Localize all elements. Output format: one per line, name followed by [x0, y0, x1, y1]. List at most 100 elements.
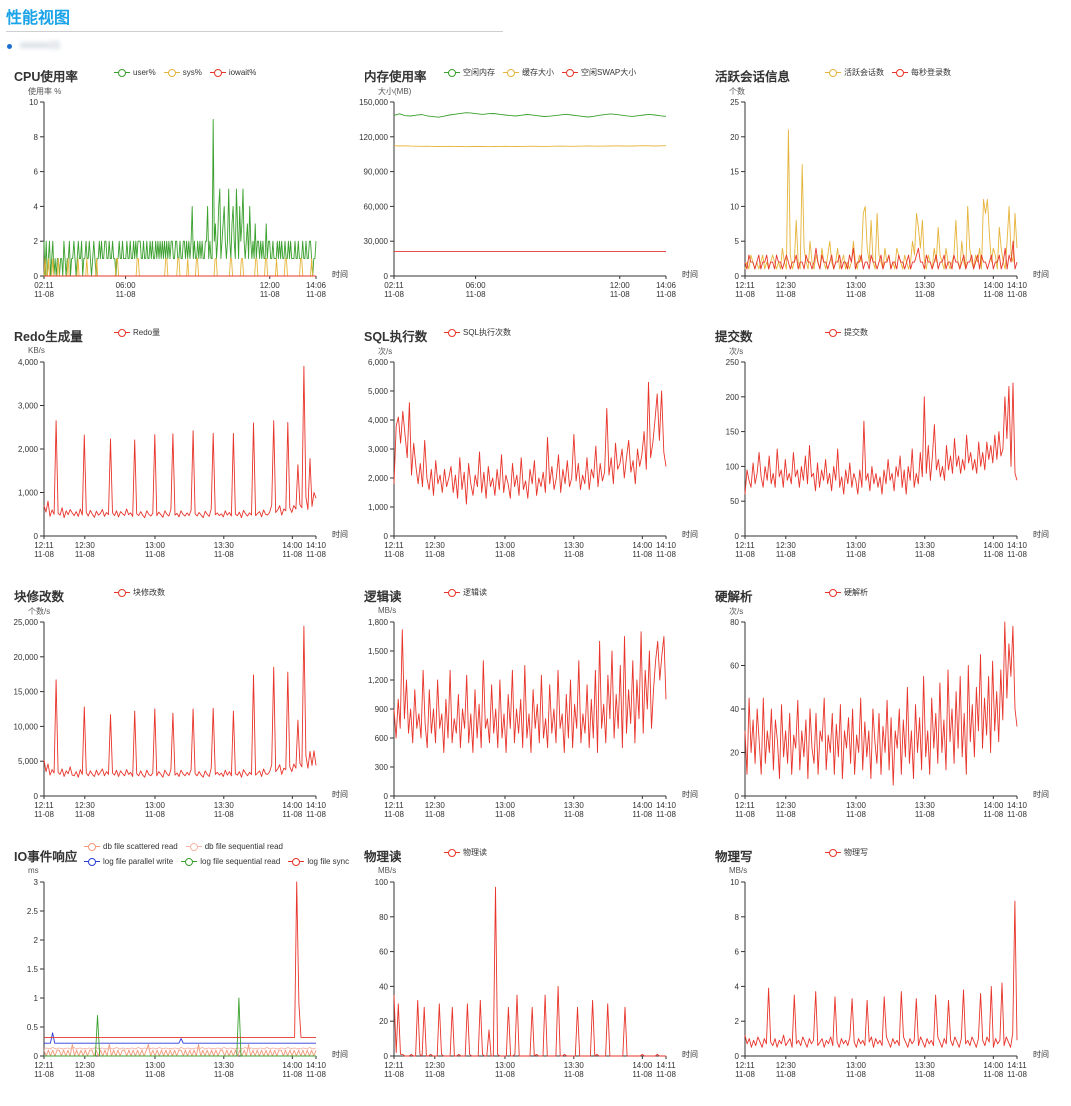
chart-panel-hardparse: 硬解析 次/s 硬解析 0 20 40 60 80 时间 12:11 11-08 12:30 11-08…: [715, 586, 1061, 844]
y-tick-label: 100: [726, 462, 740, 471]
x-tick-label: 11-08: [776, 1070, 796, 1079]
y-tick-label: 15: [730, 168, 739, 177]
x-axis-label: 时间: [332, 529, 348, 539]
x-tick-label: 14:06: [306, 281, 327, 290]
x-tick-label: 12:30: [425, 801, 446, 810]
chart-plot: 020406080100时间12:1111-0812:3011-0813:001…: [375, 878, 698, 1079]
legend-label: 硬解析: [844, 588, 868, 597]
legend-item[interactable]: db file scattered read: [84, 840, 178, 853]
y-tick-label: 0: [34, 792, 39, 801]
y-tick-label: 1: [34, 994, 39, 1003]
series-line: [44, 1032, 316, 1044]
y-tick-label: 900: [375, 705, 389, 714]
y-tick-label: 0: [384, 792, 389, 801]
x-tick-label: 13:00: [495, 1061, 516, 1070]
x-tick-label: 11-08: [75, 810, 95, 819]
x-tick-label: 14:00: [282, 541, 303, 550]
y-tick-label: 4: [735, 982, 740, 991]
x-tick-label: 02:11: [34, 281, 54, 290]
chart-panel-sql: SQL执行数 次/s SQL执行次数 0 1,000 2,000 3,000 4,000 5,0…: [364, 326, 710, 584]
legend-item[interactable]: SQL执行次数: [444, 326, 511, 339]
x-axis-label: 时间: [1033, 529, 1049, 539]
x-axis-label: 时间: [1033, 1049, 1049, 1059]
x-tick-label: 11-08: [384, 810, 404, 819]
x-tick-label: 11-08: [564, 1070, 584, 1079]
x-tick-label: 14:11: [1007, 1061, 1027, 1070]
legend-item[interactable]: 空闲SWAP大小: [562, 66, 636, 79]
y-tick-label: 60,000: [364, 202, 389, 211]
legend-label: 提交数: [844, 328, 868, 337]
x-tick-label: 13:00: [145, 1061, 166, 1070]
chart-plot: 03006009001,2001,5001,800时间12:1111-0812:…: [368, 618, 698, 819]
legend-item[interactable]: Redo量: [114, 326, 160, 339]
x-tick-label: 13:00: [495, 801, 516, 810]
y-tick-label: 40: [379, 982, 388, 991]
series-line: [43, 625, 317, 778]
legend-item[interactable]: iowait%: [209, 66, 256, 79]
x-axis-label: 时间: [682, 269, 698, 279]
x-tick-label: 11-08: [1007, 290, 1027, 299]
title-divider: [6, 31, 503, 32]
x-tick-label: 13:30: [564, 541, 585, 550]
y-tick-label: 5: [735, 237, 740, 246]
chart-title: 内存使用率: [364, 70, 427, 84]
legend-item[interactable]: db file sequential read: [185, 840, 283, 853]
legend-item[interactable]: 缓存大小: [503, 66, 554, 79]
x-tick-label: 12:00: [260, 281, 281, 290]
legend-item[interactable]: 每秒登录数: [892, 66, 951, 79]
y-tick-label: 0: [384, 532, 389, 541]
series-line: [43, 365, 317, 519]
x-tick-label: 11-08: [214, 810, 234, 819]
chart-panel-ioevent: IO事件响应 ms db file scattered read db file se…: [14, 842, 360, 1104]
y-tick-label: 25,000: [14, 618, 39, 627]
x-axis-label: 时间: [332, 789, 348, 799]
x-tick-label: 11-08: [610, 290, 630, 299]
y-axis-unit: 使用率 %: [28, 87, 62, 96]
y-tick-label: 3,000: [368, 445, 389, 454]
x-tick-label: 11-08: [145, 1070, 165, 1079]
x-tick-label: 11-08: [75, 1070, 95, 1079]
x-tick-label: 11-08: [306, 810, 326, 819]
legend-label: 每秒登录数: [911, 68, 951, 77]
legend-label: 物理读: [463, 848, 487, 857]
legend-item[interactable]: 物理读: [444, 846, 487, 859]
y-tick-label: 100: [375, 878, 389, 887]
x-tick-label: 14:00: [983, 801, 1004, 810]
x-axis-label: 时间: [1033, 269, 1049, 279]
y-axis-unit: 次/s: [729, 607, 744, 616]
x-tick-label: 11-08: [116, 290, 136, 299]
legend-label: Redo量: [133, 328, 161, 337]
chart-panel-redo: Redo生成量 KB/s Redo量 0 1,000 2,000 3,000 4,000 时间 1…: [14, 326, 360, 584]
legend-item[interactable]: log file parallel write: [84, 855, 173, 868]
legend-item[interactable]: 提交数: [825, 326, 868, 339]
legend-item[interactable]: 块修改数: [114, 586, 165, 599]
legend-item[interactable]: user%: [114, 66, 156, 79]
legend-item[interactable]: 硬解析: [825, 586, 868, 599]
legend-item[interactable]: log file sequential read: [181, 855, 280, 868]
legend-item[interactable]: 空闲内存: [444, 66, 495, 79]
x-tick-label: 11-08: [983, 810, 1003, 819]
x-tick-label: 11-08: [735, 810, 755, 819]
legend-item[interactable]: sys%: [163, 66, 202, 79]
legend-circle-icon: [444, 328, 460, 337]
x-tick-label: 12:30: [776, 281, 797, 290]
y-tick-label: 1,500: [368, 647, 389, 656]
x-tick-label: 11-08: [846, 1070, 866, 1079]
x-tick-label: 11-08: [145, 550, 165, 559]
legend-item[interactable]: 逻辑读: [444, 586, 487, 599]
series-line: [744, 240, 1018, 270]
chart-panel-blockchg: 块修改数 个数/s 块修改数 0 5,000 10,000 15,000 20,000 25,0…: [14, 586, 360, 844]
legend-item[interactable]: 活跃会话数: [825, 66, 884, 79]
legend-circle-icon: [444, 68, 460, 77]
legend-item[interactable]: log file sync: [288, 855, 349, 868]
x-tick-label: 13:30: [915, 1061, 936, 1070]
x-tick-label: 11-08: [1007, 550, 1027, 559]
y-tick-label: 10,000: [14, 722, 39, 731]
x-tick-label: 11-08: [384, 550, 404, 559]
x-tick-label: 13:00: [145, 801, 166, 810]
y-tick-label: 150,000: [359, 98, 388, 107]
y-tick-label: 10: [730, 202, 739, 211]
x-tick-label: 12:11: [34, 541, 54, 550]
legend-item[interactable]: 物理写: [825, 846, 868, 859]
legend-label: db file scattered read: [103, 842, 178, 851]
